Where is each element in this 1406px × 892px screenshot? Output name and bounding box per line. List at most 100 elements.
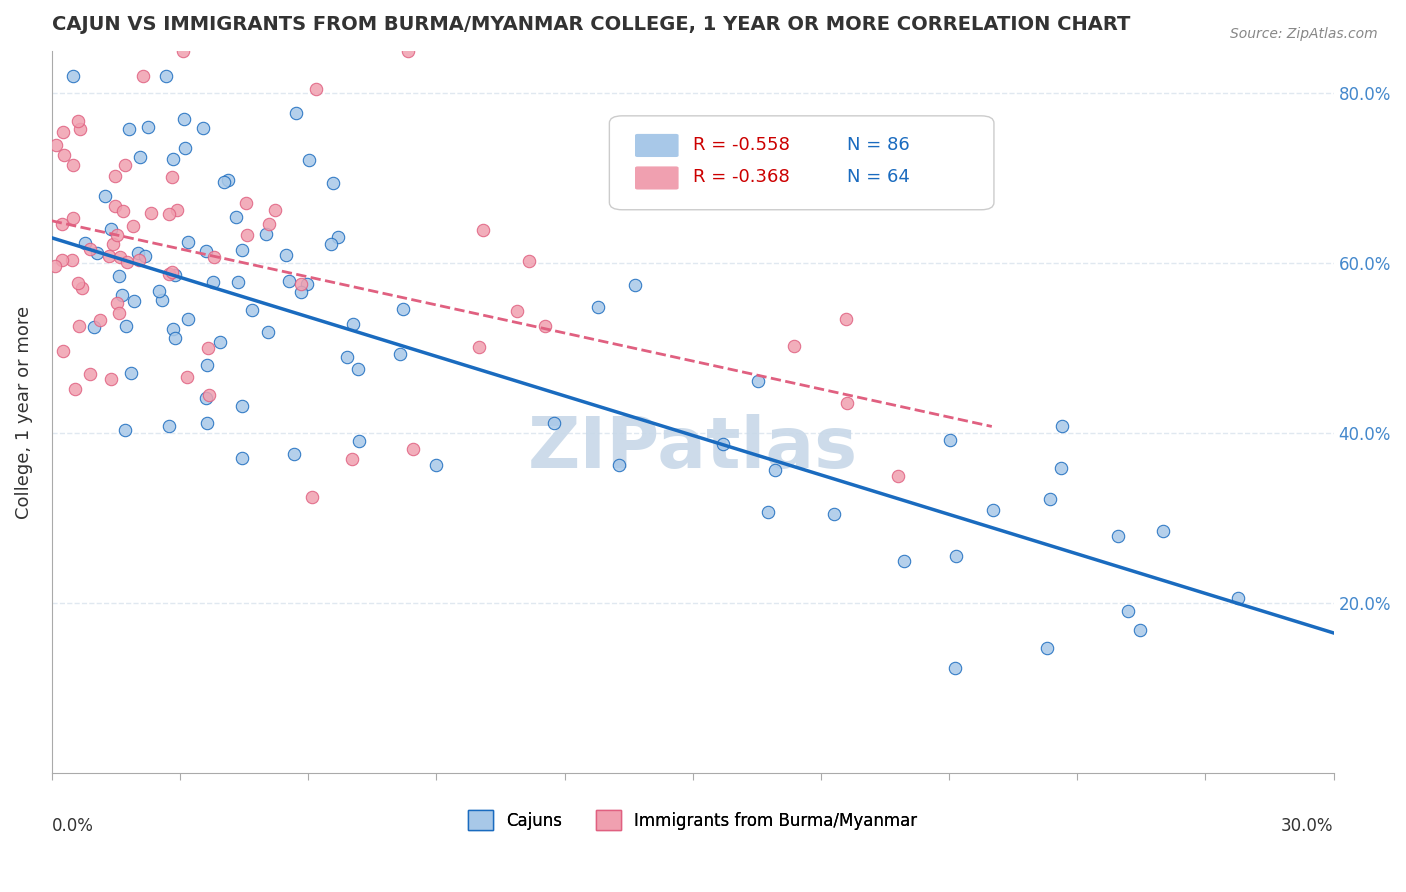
Point [83,319,105,334]
Point [75,236,97,251]
Point [290,285,312,300]
Point [1116,604,1139,618]
Point [328,230,350,244]
Point [195,416,218,430]
Point [468,340,491,354]
Point [202,250,225,264]
Point [607,458,630,473]
Point [835,396,858,410]
Point [160,169,183,184]
Point [295,277,318,292]
Point [335,350,357,364]
Point [111,287,134,301]
Point [297,153,319,168]
Point [533,318,555,333]
Point [52,125,75,139]
Point [128,150,150,164]
Text: Source: ZipAtlas.com: Source: ZipAtlas.com [1230,27,1378,41]
Point [108,268,131,283]
Point [208,334,231,349]
Point [392,301,415,316]
Point [62,158,84,172]
Point [263,203,285,218]
Point [66,114,89,128]
Point [141,206,163,220]
Point [939,433,962,447]
Point [231,400,253,414]
Point [283,447,305,461]
Point [79,367,101,381]
Point [225,210,247,224]
Point [201,275,224,289]
Point [138,120,160,135]
Point [70,281,93,295]
Point [160,265,183,279]
FancyBboxPatch shape [636,134,679,157]
Point [105,296,128,310]
Point [425,458,447,472]
Point [67,319,90,334]
Point [114,423,136,437]
Point [240,303,263,318]
Point [396,44,419,58]
Point [756,505,779,519]
Point [346,362,368,376]
Point [105,227,128,242]
Point [120,366,142,380]
Point [235,196,257,211]
Point [983,503,1005,517]
Point [1036,641,1059,656]
Point [835,311,858,326]
Point [191,120,214,135]
Point [134,249,156,263]
Point [157,206,180,220]
Point [128,252,150,267]
Point [1227,591,1250,605]
Point [256,227,278,241]
Point [257,325,280,339]
Point [122,293,145,308]
Point [274,248,297,262]
Point [284,106,307,120]
Point [174,141,197,155]
Point [231,243,253,257]
Point [121,219,143,233]
Point [108,250,131,264]
Point [195,358,218,372]
Point [114,319,136,334]
Point [217,172,239,186]
Legend: Cajuns, Immigrants from Burma/Myanmar: Cajuns, Immigrants from Burma/Myanmar [461,804,924,837]
Point [45,137,67,152]
Point [506,303,529,318]
Point [388,347,411,361]
Point [278,274,301,288]
Point [711,436,734,450]
Point [118,122,141,136]
Text: 30.0%: 30.0% [1281,816,1334,835]
Text: CAJUN VS IMMIGRANTS FROM BURMA/MYANMAR COLLEGE, 1 YEAR OR MORE CORRELATION CHART: CAJUN VS IMMIGRANTS FROM BURMA/MYANMAR C… [52,15,1130,34]
Point [163,331,186,345]
Point [117,255,139,269]
Point [176,369,198,384]
Point [543,416,565,430]
Point [212,175,235,189]
Point [132,70,155,84]
Point [114,158,136,172]
Point [157,268,180,282]
Point [783,339,806,353]
Point [60,252,83,267]
Point [623,278,645,293]
Point [63,382,86,396]
Point [162,321,184,335]
Y-axis label: College, 1 year or more: College, 1 year or more [15,305,32,518]
Point [111,203,134,218]
Point [148,284,170,298]
Point [194,391,217,405]
Point [69,122,91,136]
Point [155,70,177,84]
Text: N = 86: N = 86 [846,136,910,153]
Point [163,268,186,282]
Point [197,388,219,402]
Point [1049,461,1071,475]
Point [51,252,73,267]
